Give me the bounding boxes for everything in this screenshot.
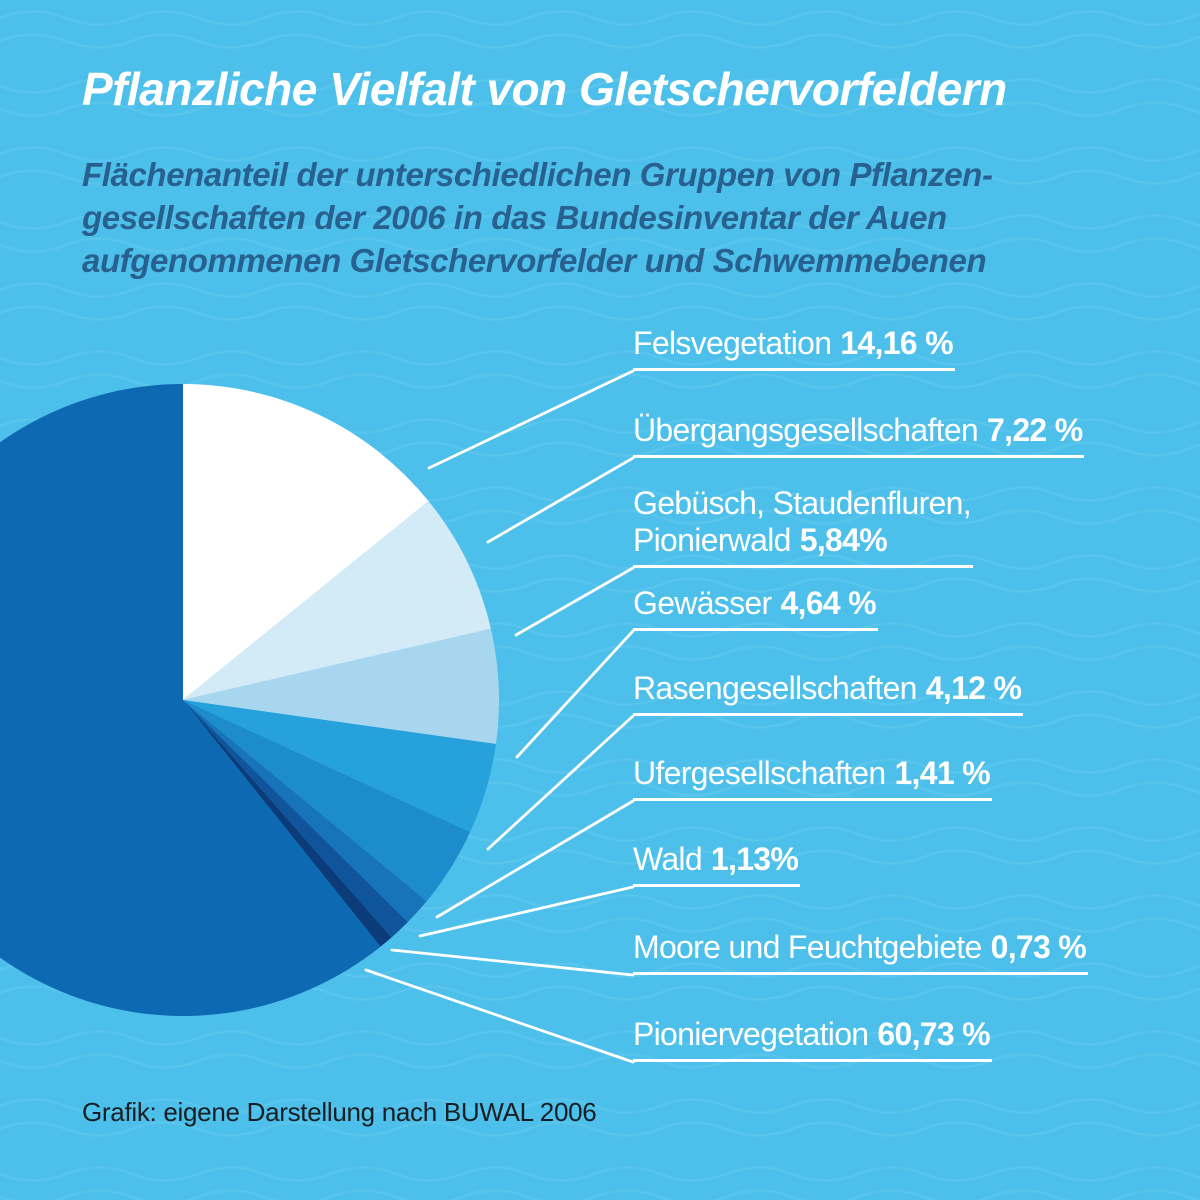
leader-line-felsvegetation — [427, 369, 635, 470]
pie-label-ufergesellschaften: Ufergesellschaften 1,41 % — [633, 755, 992, 801]
subtitle-line-3: aufgenommenen Gletschervorfelder und Sch… — [82, 242, 987, 279]
label-text: Gewässer — [633, 585, 772, 621]
label-value: 14,16 % — [840, 325, 953, 361]
label-value: 1,41 % — [894, 755, 990, 791]
label-value: 7,22 % — [987, 412, 1083, 448]
pie-slice-übergangsgesellschaften — [183, 501, 491, 700]
label-value: 1,13% — [710, 841, 799, 877]
label-value: 5,84% — [799, 522, 888, 558]
label-text: Felsvegetation — [633, 325, 832, 361]
leader-line-rasengesellschaften — [486, 714, 635, 851]
pie-label-moore-und-feuchtgebiete: Moore und Feuchtgebiete 0,73 % — [633, 929, 1089, 975]
source-credit: Grafik: eigene Darstellung nach BUWAL 20… — [82, 1097, 597, 1127]
pie-label-gebuesch-staudenfluren-pionierwald: Gebüsch, Staudenfluren, Pionierwald 5,84% — [633, 485, 973, 568]
label-text: Moore und Feuchtgebiete — [633, 929, 982, 965]
leader-line-moore — [390, 948, 635, 977]
pie-slice-moore-und-feuchtgebiete — [183, 700, 392, 947]
label-text: Pioniervegetation — [633, 1016, 869, 1052]
pie-slice-rasengesellschaften — [183, 700, 471, 902]
pie-slice-felsvegetation — [183, 384, 429, 700]
label-value: 4,64 % — [780, 585, 876, 621]
pie-slice-wald — [183, 700, 408, 938]
pie-chart — [0, 384, 499, 1016]
page-title: Pflanzliche Vielfalt von Gletschervorfel… — [82, 63, 1007, 115]
subtitle-line-1: Flächenanteil der unterschiedlichen Grup… — [82, 156, 993, 193]
pie-label-felsvegetation: Felsvegetation 14,16 % — [633, 325, 955, 371]
pie-slice-gewässer — [183, 700, 496, 833]
pie-label-pioniervegetation: Pioniervegetation 60,73 % — [633, 1016, 992, 1062]
leader-line-gebuesch — [514, 566, 635, 637]
label-text: Übergangsgesellschaften — [633, 412, 979, 448]
leader-line-pioniervegetation — [364, 968, 635, 1064]
leader-line-wald — [418, 885, 635, 938]
label-text: Pionierwald — [633, 522, 791, 558]
leader-line-uebergangsgesellschaften — [486, 456, 635, 544]
pie-slice-ufergesellschaften — [183, 700, 427, 923]
chart-subtitle: Flächenanteil der unterschiedlichen Grup… — [82, 153, 993, 282]
pie-label-uebergangsgesellschaften: Übergangsgesellschaften 7,22 % — [633, 412, 1085, 458]
pie-label-gewaesser: Gewässer 4,64 % — [633, 585, 878, 631]
pie-slice-gebüsch-staudenfluren-pionierwald — [183, 628, 499, 745]
pie-label-rasengesellschaften: Rasengesellschaften 4,12 % — [633, 670, 1024, 716]
label-value: 4,12 % — [925, 670, 1022, 706]
label-value: 0,73 % — [990, 929, 1087, 965]
label-text: Ufergesellschaften — [633, 755, 886, 791]
subtitle-line-2: gesellschaften der 2006 in das Bundesinv… — [82, 199, 947, 236]
label-value: 60,73 % — [877, 1016, 990, 1052]
leader-lines — [364, 369, 635, 1064]
label-text: Rasengesellschaften — [633, 670, 917, 706]
leader-line-ufergesellschaften — [435, 799, 635, 919]
pie-label-wald: Wald 1,13% — [633, 841, 801, 887]
pie-slice-pioniervegetation — [0, 384, 381, 1016]
leader-line-gewaesser — [515, 629, 635, 759]
label-text: Wald — [633, 841, 703, 877]
label-text: Gebüsch, Staudenfluren, — [633, 485, 972, 521]
